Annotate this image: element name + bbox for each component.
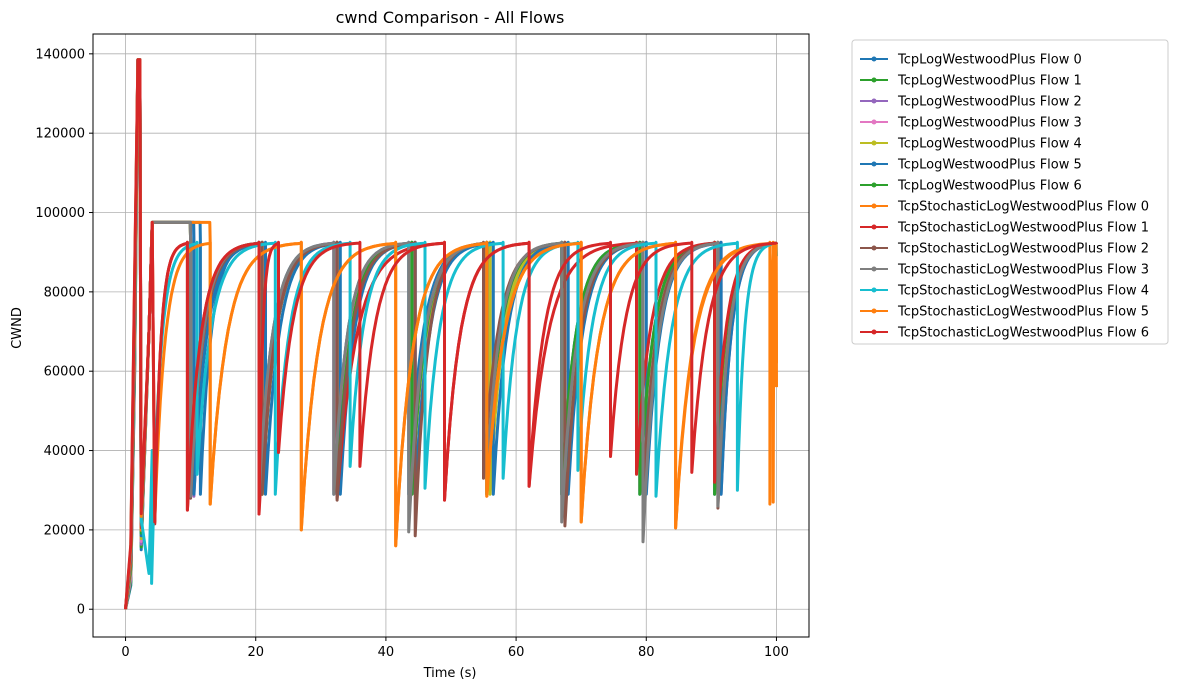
legend-label: TcpLogWestwoodPlus Flow 6 bbox=[897, 179, 1082, 194]
legend: TcpLogWestwoodPlus Flow 0 TcpLogWestwoodP… bbox=[851, 39, 1169, 345]
legend-marker bbox=[871, 77, 877, 83]
legend-marker bbox=[871, 203, 877, 209]
legend-marker bbox=[871, 245, 877, 251]
legend-marker bbox=[871, 308, 877, 314]
y-tick-label: 60000 bbox=[44, 365, 85, 380]
legend-marker bbox=[871, 224, 877, 230]
axes-frame bbox=[92, 33, 810, 638]
y-axis-label: CWND bbox=[10, 307, 25, 349]
x-tick-label: 0 bbox=[121, 645, 129, 660]
series-line bbox=[124, 58, 778, 610]
y-tick-label: 0 bbox=[77, 603, 85, 618]
legend-label: TcpLogWestwoodPlus Flow 5 bbox=[897, 158, 1082, 173]
y-tick-label: 80000 bbox=[44, 285, 85, 300]
legend-label: TcpLogWestwoodPlus Flow 0 bbox=[897, 53, 1082, 68]
legend-marker bbox=[871, 119, 877, 125]
legend-label: TcpLogWestwoodPlus Flow 1 bbox=[897, 74, 1082, 89]
legend-label: TcpStochasticLogWestwoodPlus Flow 6 bbox=[897, 326, 1149, 341]
y-tick-label: 100000 bbox=[35, 206, 85, 221]
series-line bbox=[124, 58, 778, 610]
y-tick-label: 120000 bbox=[35, 127, 85, 142]
x-tick-label: 80 bbox=[638, 645, 655, 660]
x-axis: 0 20 40 60 80 100 bbox=[121, 637, 789, 660]
legend-label: TcpLogWestwoodPlus Flow 3 bbox=[897, 116, 1082, 131]
y-axis: 0 20000 40000 60000 80000 100000 120000 140000 bbox=[35, 47, 93, 618]
legend-label: TcpLogWestwoodPlus Flow 2 bbox=[897, 95, 1082, 110]
y-tick-label: 40000 bbox=[44, 444, 85, 459]
legend-marker bbox=[871, 98, 877, 104]
legend-label: TcpStochasticLogWestwoodPlus Flow 4 bbox=[897, 284, 1149, 299]
x-tick-label: 20 bbox=[247, 645, 264, 660]
legend-label: TcpStochasticLogWestwoodPlus Flow 0 bbox=[897, 200, 1149, 215]
legend-marker bbox=[871, 140, 877, 146]
x-tick-label: 40 bbox=[378, 645, 395, 660]
series-line bbox=[124, 58, 778, 610]
legend-box bbox=[851, 39, 1169, 345]
legend-label: TcpStochasticLogWestwoodPlus Flow 2 bbox=[897, 242, 1149, 257]
legend-label: TcpStochasticLogWestwoodPlus Flow 1 bbox=[897, 221, 1149, 236]
legend-marker bbox=[871, 56, 877, 62]
legend-marker bbox=[871, 182, 877, 188]
y-tick-label: 20000 bbox=[44, 523, 85, 538]
legend-marker bbox=[871, 266, 877, 272]
x-tick-label: 60 bbox=[508, 645, 525, 660]
x-axis-label: Time (s) bbox=[423, 666, 477, 681]
legend-label: TcpStochasticLogWestwoodPlus Flow 3 bbox=[897, 263, 1149, 278]
plot-area bbox=[92, 33, 810, 638]
legend-label: TcpStochasticLogWestwoodPlus Flow 5 bbox=[897, 305, 1149, 320]
y-tick-label: 140000 bbox=[35, 47, 85, 62]
series-group bbox=[124, 58, 778, 610]
legend-marker bbox=[871, 329, 877, 335]
x-tick-label: 100 bbox=[764, 645, 789, 660]
legend-label: TcpLogWestwoodPlus Flow 4 bbox=[897, 137, 1082, 152]
legend-marker bbox=[871, 161, 877, 167]
legend-marker bbox=[871, 287, 877, 293]
chart-title: cwnd Comparison - All Flows bbox=[336, 8, 565, 27]
